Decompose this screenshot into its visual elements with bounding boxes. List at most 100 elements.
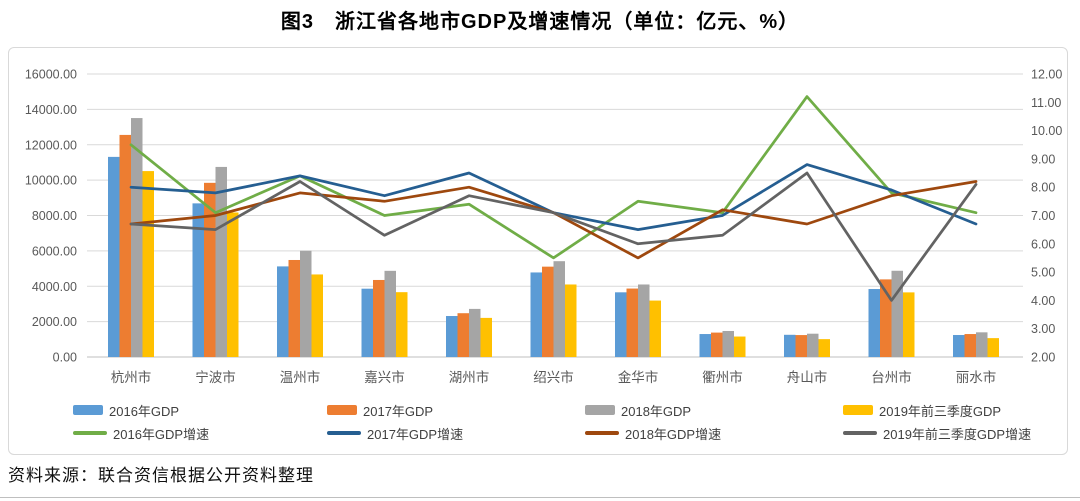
growth-line bbox=[129, 171, 978, 302]
bar bbox=[131, 118, 143, 357]
right-axis-labels: 2.00 3.00 4.00 5.00 6.00 7.00 8.00 9.00 10.00 11.… bbox=[1031, 68, 1062, 365]
legend-label: 2018年GDP增速 bbox=[625, 426, 722, 442]
right-axis-tick: 2.00 bbox=[1031, 351, 1055, 365]
bar bbox=[192, 203, 204, 357]
bar bbox=[542, 266, 554, 357]
category-label: 金华市 bbox=[618, 369, 659, 385]
bar bbox=[649, 300, 661, 357]
bar-series bbox=[142, 171, 999, 357]
category-label: 温州市 bbox=[280, 369, 321, 385]
right-axis-tick: 4.00 bbox=[1031, 294, 1055, 308]
bar bbox=[446, 316, 458, 357]
right-axis-tick: 8.00 bbox=[1031, 181, 1055, 195]
right-axis-tick: 9.00 bbox=[1031, 152, 1055, 166]
legend-label: 2016年GDP bbox=[109, 403, 180, 419]
category-label: 嘉兴市 bbox=[364, 369, 405, 385]
legend-item-2017-growth: 2017年GDP增速 bbox=[327, 425, 464, 442]
growth-line bbox=[129, 95, 978, 260]
legend-label: 2018年GDP bbox=[621, 403, 692, 419]
bar bbox=[976, 332, 988, 357]
left-axis-tick: 12000.00 bbox=[25, 138, 77, 152]
right-axis-tick: 7.00 bbox=[1031, 209, 1055, 223]
bar bbox=[277, 266, 289, 357]
growth-line bbox=[129, 163, 978, 231]
page-title: 图3 浙江省各地市GDP及增速情况（单位：亿元、%） bbox=[280, 11, 800, 33]
right-axis-tick: 11.00 bbox=[1031, 96, 1061, 110]
bar bbox=[565, 284, 577, 357]
legend-item-2018-gdp: 2018年GDP bbox=[585, 402, 692, 419]
left-axis-tick: 0.00 bbox=[53, 351, 77, 365]
legend-label: 2017年GDP增速 bbox=[367, 426, 464, 442]
category-label: 宁波市 bbox=[195, 369, 236, 385]
legend-item-2019q3-growth: 2019年前三季度GDP增速 bbox=[843, 425, 1032, 442]
right-axis-tick: 3.00 bbox=[1031, 322, 1055, 336]
bar bbox=[469, 308, 481, 357]
left-axis-tick: 14000.00 bbox=[25, 103, 77, 117]
legend-swatch-2017-growth bbox=[327, 431, 361, 435]
bar-series bbox=[108, 156, 965, 357]
right-axis-tick: 12.00 bbox=[1031, 68, 1062, 82]
bar bbox=[987, 338, 999, 357]
bar bbox=[215, 166, 227, 357]
chart-frame: 0.00 2000.00 4000.00 6000.00 8000.00 10000.00… bbox=[8, 47, 1068, 455]
bar bbox=[784, 334, 796, 357]
bar bbox=[361, 288, 373, 357]
legend-swatch-2018-gdp bbox=[585, 405, 615, 415]
bar bbox=[204, 182, 216, 357]
bar bbox=[638, 284, 650, 357]
legend-label: 2017年GDP bbox=[363, 403, 434, 419]
right-axis-tick: 5.00 bbox=[1031, 266, 1055, 280]
bar bbox=[373, 279, 385, 357]
bar bbox=[699, 334, 711, 357]
legend-item-2019q3-gdp: 2019年前三季度GDP bbox=[843, 402, 1002, 419]
bar bbox=[227, 212, 239, 357]
legend-swatch-2018-growth bbox=[585, 431, 619, 435]
bar bbox=[964, 334, 976, 357]
left-axis-tick: 16000.00 bbox=[25, 68, 77, 82]
left-axis-tick: 8000.00 bbox=[32, 209, 77, 223]
legend-swatch-2017-gdp bbox=[327, 405, 357, 415]
legend-swatch-2016-gdp bbox=[73, 405, 103, 415]
growth-lines bbox=[129, 95, 978, 302]
left-axis-tick: 2000.00 bbox=[32, 315, 77, 329]
source-note: 资料来源：联合资信根据公开资料整理 bbox=[8, 466, 314, 485]
right-axis-tick: 10.00 bbox=[1031, 124, 1062, 138]
legend-item-2017-gdp: 2017年GDP bbox=[327, 402, 434, 419]
legend-item-2018-growth: 2018年GDP增速 bbox=[585, 425, 722, 442]
legend-swatch-2019q3-growth bbox=[843, 431, 877, 435]
category-labels: 杭州市 宁波市 温州市 嘉兴市 湖州市 绍兴市 金华市 衢州市 舟山市 台州市 丽水市 bbox=[111, 369, 997, 385]
bar bbox=[142, 171, 154, 357]
bar bbox=[553, 261, 565, 357]
bar bbox=[795, 335, 807, 357]
category-label: 绍兴市 bbox=[533, 369, 574, 385]
bar bbox=[119, 134, 131, 357]
bar bbox=[530, 272, 542, 357]
category-label: 舟山市 bbox=[787, 369, 828, 385]
bar bbox=[807, 333, 819, 357]
bar bbox=[311, 274, 323, 357]
bar bbox=[480, 317, 492, 357]
page-bottom-rule bbox=[0, 497, 1080, 498]
bar bbox=[288, 259, 300, 357]
bar bbox=[396, 292, 408, 357]
bar-series bbox=[119, 134, 976, 357]
legend-item-2016-gdp: 2016年GDP bbox=[73, 402, 180, 419]
legend-swatch-2019q3-gdp bbox=[843, 405, 873, 415]
legend-label: 2019年前三季度GDP bbox=[879, 403, 1002, 419]
bar bbox=[384, 270, 396, 357]
bar bbox=[734, 336, 746, 357]
bar bbox=[711, 332, 723, 357]
bar bbox=[722, 330, 734, 357]
legend-label: 2019年前三季度GDP增速 bbox=[883, 426, 1032, 442]
left-axis-tick: 6000.00 bbox=[32, 244, 77, 258]
bar-series bbox=[131, 118, 988, 357]
bar bbox=[868, 289, 880, 357]
bar bbox=[626, 288, 638, 357]
legend-label: 2016年GDP增速 bbox=[113, 426, 210, 442]
bar bbox=[880, 279, 892, 357]
left-axis-tick: 4000.00 bbox=[32, 280, 77, 294]
bar bbox=[891, 270, 903, 357]
category-label: 衢州市 bbox=[702, 369, 743, 385]
bar bbox=[300, 250, 312, 357]
legend-item-2016-growth: 2016年GDP增速 bbox=[73, 425, 210, 442]
